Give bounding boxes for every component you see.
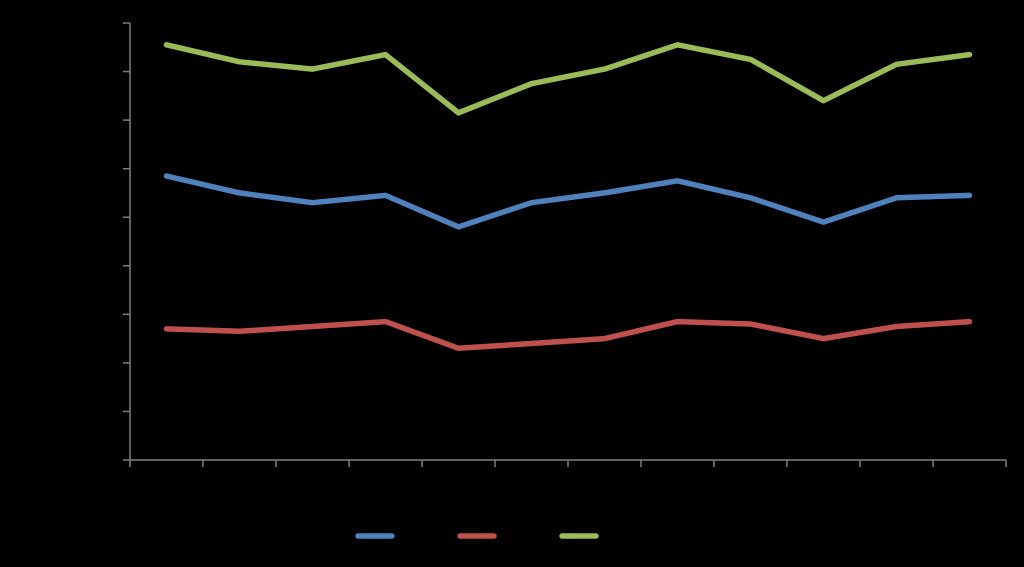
- x-axis: [129, 459, 1007, 467]
- plot-series: [163, 42, 973, 352]
- series-line-1: [163, 173, 973, 230]
- series-line-3: [163, 42, 973, 116]
- series-line-2: [163, 318, 973, 352]
- y-axis: [123, 22, 131, 461]
